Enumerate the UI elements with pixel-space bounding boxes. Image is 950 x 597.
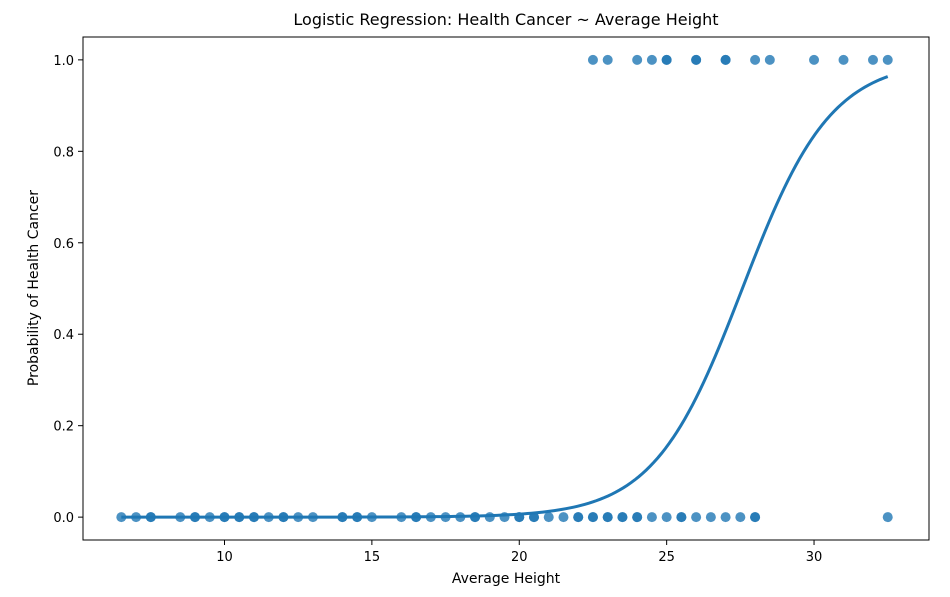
y-tick-label: 0.8 <box>53 145 74 160</box>
data-point <box>867 54 878 65</box>
y-axis-ticks: 0.0 0.2 0.4 0.6 0.8 1.0 <box>53 54 83 526</box>
data-point <box>646 512 657 523</box>
x-tick-label: 15 <box>364 550 381 565</box>
data-point <box>705 512 716 523</box>
y-tick-label: 0.2 <box>53 420 74 435</box>
data-point <box>809 54 820 65</box>
chart-title: Logistic Regression: Health Cancer ~ Ave… <box>293 10 718 29</box>
y-tick-label: 1.0 <box>53 54 74 69</box>
y-axis-label: Probability of Health Cancer <box>26 190 42 386</box>
data-point <box>764 54 775 65</box>
data-point <box>587 54 598 65</box>
data-point <box>838 54 849 65</box>
data-point <box>602 54 613 65</box>
y-tick-label: 0.4 <box>53 328 74 343</box>
fitted-curve-layer <box>121 75 889 519</box>
data-point <box>661 512 672 523</box>
data-point <box>632 54 643 65</box>
data-point <box>543 512 554 523</box>
data-point <box>602 512 613 523</box>
logistic-fit-line <box>121 75 889 519</box>
y-tick-label: 0.0 <box>53 511 74 526</box>
data-point <box>573 512 584 523</box>
data-point <box>676 512 687 523</box>
plot-area <box>82 36 930 541</box>
data-point <box>750 54 761 65</box>
data-point <box>750 512 761 523</box>
x-tick-label: 20 <box>511 550 528 565</box>
data-point <box>558 512 569 523</box>
data-point <box>632 512 643 523</box>
data-point <box>882 54 893 65</box>
x-tick-label: 30 <box>806 550 823 565</box>
x-axis-ticks: 10 15 20 25 30 <box>216 540 822 565</box>
data-point <box>646 54 657 65</box>
data-point <box>587 512 598 523</box>
y-tick-label: 0.6 <box>53 237 74 252</box>
data-point <box>691 512 702 523</box>
data-point <box>720 54 731 65</box>
data-point <box>661 54 672 65</box>
data-point <box>720 512 731 523</box>
plot-frame <box>82 36 930 541</box>
data-point <box>691 54 702 65</box>
x-tick-label: 25 <box>658 550 675 565</box>
data-point <box>735 512 746 523</box>
x-tick-label: 10 <box>216 550 233 565</box>
x-axis-label: Average Height <box>452 571 561 587</box>
data-point <box>882 512 893 523</box>
data-point <box>617 512 628 523</box>
